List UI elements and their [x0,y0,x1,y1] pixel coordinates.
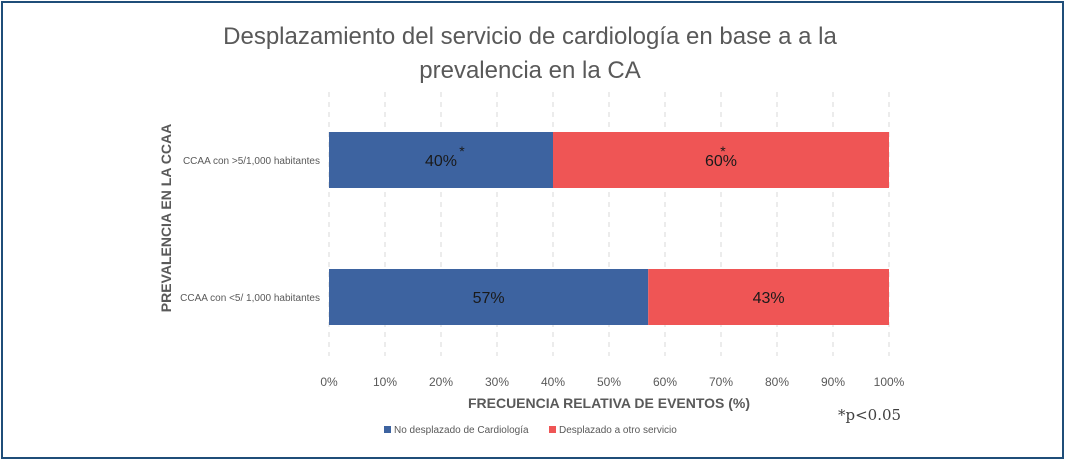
x-tick-label: 80% [765,375,789,389]
x-tick-label: 100% [874,375,905,389]
legend-label: Desplazado a otro servicio [559,425,677,436]
significance-asterisk: * [459,143,465,159]
legend-label: No desplazado de Cardiología [394,425,529,436]
x-tick-label: 90% [821,375,845,389]
x-axis-ticks: 0% 10% 20% 30% 40% 50% 60% 70% 80% 90% 100% [320,375,904,389]
y-axis-title: PREVALENCIA EN LA CCAA [158,124,174,313]
significance-note: *p<0.05 [838,406,901,424]
x-tick-label: 60% [653,375,677,389]
data-label: 57% [473,290,505,307]
x-tick-label: 20% [429,375,453,389]
y-category-label: CCAA con >5/1,000 habitantes [183,156,320,167]
x-axis-title: FRECUENCIA RELATIVA DE EVENTOS (%) [468,395,750,411]
bar-segment [648,269,889,325]
x-tick-label: 0% [320,375,338,389]
legend: No desplazado de Cardiología Desplazado a… [384,425,677,436]
bar-segment [553,132,889,188]
bars: 40%*60%*57% 43% [329,132,889,325]
x-tick-label: 70% [709,375,733,389]
legend-swatch [549,426,556,433]
chart-title-line-1: Desplazamiento del servicio de cardiolog… [223,23,837,50]
chart-title-line-2: prevalencia en la CA [419,57,640,84]
x-tick-label: 10% [373,375,397,389]
data-label: 43% [753,290,785,307]
bar-segment [329,132,553,188]
x-tick-label: 40% [541,375,565,389]
data-label: 40% [425,153,457,170]
x-tick-label: 30% [485,375,509,389]
bar-segment [329,269,649,325]
y-axis-categories: CCAA con >5/1,000 habitantes CCAA con <5/… [180,156,320,304]
legend-swatch [384,426,391,433]
data-label: 60% [705,153,737,170]
significance-asterisk: * [720,143,726,159]
y-category-label: CCAA con <5/ 1,000 habitantes [180,293,320,304]
x-tick-label: 50% [597,375,621,389]
